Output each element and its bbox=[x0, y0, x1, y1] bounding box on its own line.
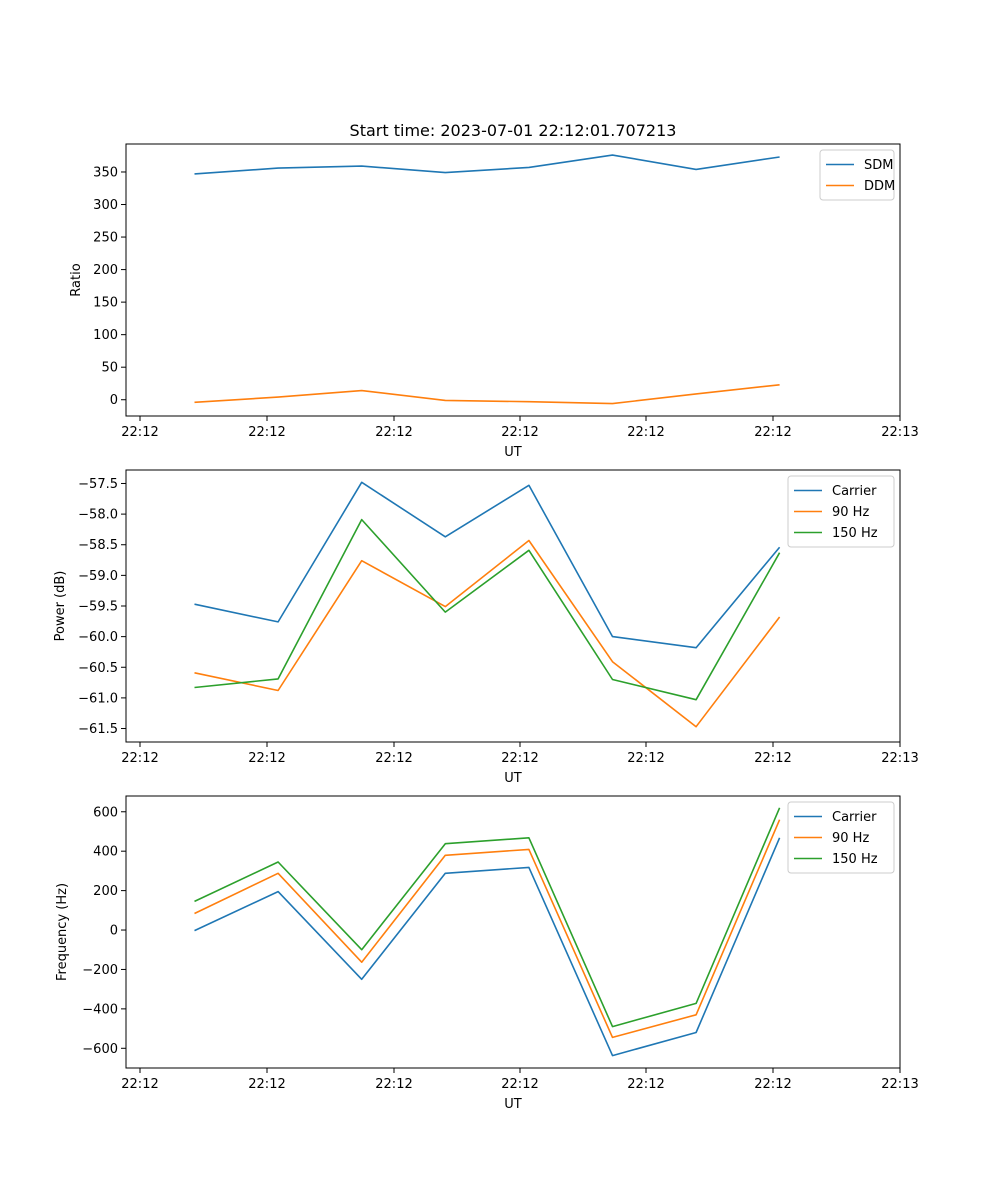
y-tick-label: 200 bbox=[93, 884, 118, 899]
legend: Carrier 90 Hz 150 Hz bbox=[787, 475, 895, 548]
legend-box bbox=[787, 475, 895, 548]
y-axis-label: Ratio bbox=[69, 263, 84, 296]
y-tick-label: 0 bbox=[110, 924, 118, 939]
y-tick-label: −61.0 bbox=[78, 691, 118, 706]
x-tick-label: 22:12 bbox=[121, 751, 158, 766]
x-tick-label: 22:12 bbox=[754, 425, 791, 440]
x-tick-label: 22:12 bbox=[501, 1077, 538, 1092]
x-tick-label: 22:12 bbox=[754, 751, 791, 766]
y-tick-label: 350 bbox=[93, 165, 118, 180]
legend-label: 90 Hz bbox=[832, 505, 869, 520]
power-panel: UT Power (dB) 22:12 22:12 22:12 22:12 22:12 2… bbox=[53, 469, 919, 786]
x-tick-label: 22:12 bbox=[375, 751, 412, 766]
x-tick-label: 22:12 bbox=[375, 1077, 412, 1092]
legend-box bbox=[819, 149, 895, 201]
y-tick-label: −59.0 bbox=[78, 569, 118, 584]
x-tick-label: 22:12 bbox=[248, 751, 285, 766]
y-tick-label: 300 bbox=[93, 198, 118, 213]
y-tick-label: −60.0 bbox=[78, 630, 118, 645]
x-tick-label: 22:12 bbox=[248, 425, 285, 440]
plot-frame bbox=[125, 143, 901, 417]
legend-label: SDM bbox=[864, 158, 893, 173]
y-tick-label: −58.0 bbox=[78, 508, 118, 523]
x-tick-label: 22:12 bbox=[248, 1077, 285, 1092]
series-line-90-hz bbox=[194, 819, 781, 1039]
y-tick-label: −59.5 bbox=[78, 600, 118, 615]
x-tick-label: 22:12 bbox=[627, 1077, 664, 1092]
legend-label: 150 Hz bbox=[832, 526, 878, 541]
y-tick-label: −600 bbox=[82, 1042, 118, 1057]
y-axis-label: Power (dB) bbox=[53, 571, 68, 642]
x-tick-label: 22:12 bbox=[754, 1077, 791, 1092]
x-axis-label: UT bbox=[504, 445, 522, 460]
y-tick-label: −200 bbox=[82, 963, 118, 978]
x-tick-label: 22:12 bbox=[627, 751, 664, 766]
legend-label: 90 Hz bbox=[832, 831, 869, 846]
series-line-150-hz bbox=[194, 518, 781, 701]
x-tick-label: 22:13 bbox=[881, 751, 918, 766]
chart-title: Start time: 2023-07-01 22:12:01.707213 bbox=[350, 121, 677, 140]
y-axis-label: Frequency (Hz) bbox=[55, 883, 70, 981]
x-tick-label: 22:12 bbox=[121, 425, 158, 440]
y-tick-label: 250 bbox=[93, 231, 118, 246]
series-line-carrier bbox=[194, 481, 781, 649]
y-tick-label: −400 bbox=[82, 1002, 118, 1017]
x-tick-label: 22:12 bbox=[501, 751, 538, 766]
frequency-panel: UT Frequency (Hz) 22:12 22:12 22:12 22:12 22… bbox=[55, 795, 919, 1112]
x-tick-label: 22:12 bbox=[121, 1077, 158, 1092]
x-axis-label: UT bbox=[504, 1097, 522, 1112]
x-tick-label: 22:12 bbox=[375, 425, 412, 440]
series-line-carrier bbox=[194, 837, 781, 1057]
legend: Carrier 90 Hz 150 Hz bbox=[787, 801, 895, 874]
series-line-90-hz bbox=[194, 539, 781, 728]
legend-box bbox=[787, 801, 895, 874]
legend-label: 150 Hz bbox=[832, 852, 878, 867]
x-tick-label: 22:12 bbox=[501, 425, 538, 440]
y-tick-label: −58.5 bbox=[78, 538, 118, 553]
series-line-sdm bbox=[194, 154, 780, 175]
x-axis-label: UT bbox=[504, 771, 522, 786]
y-tick-label: 100 bbox=[93, 328, 118, 343]
y-tick-label: 150 bbox=[93, 296, 118, 311]
series-line-150-hz bbox=[194, 807, 781, 1028]
legend-label: Carrier bbox=[832, 810, 877, 825]
y-tick-label: 200 bbox=[93, 263, 118, 278]
x-tick-label: 22:13 bbox=[881, 1077, 918, 1092]
series-line-ddm bbox=[194, 384, 780, 405]
y-tick-label: −57.5 bbox=[78, 477, 118, 492]
plot-frame bbox=[125, 795, 901, 1069]
y-tick-label: −61.5 bbox=[78, 722, 118, 737]
x-tick-label: 22:12 bbox=[627, 425, 664, 440]
x-tick-label: 22:13 bbox=[881, 425, 918, 440]
legend-label: DDM bbox=[864, 179, 895, 194]
y-tick-label: 50 bbox=[101, 361, 118, 376]
legend: SDM DDM bbox=[819, 149, 895, 201]
legend-label: Carrier bbox=[832, 484, 877, 499]
ratio-panel: Start time: 2023-07-01 22:12:01.707213 U… bbox=[69, 121, 919, 460]
y-tick-label: 600 bbox=[93, 805, 118, 820]
y-tick-label: 400 bbox=[93, 845, 118, 860]
y-tick-label: −60.5 bbox=[78, 661, 118, 676]
y-tick-label: 0 bbox=[110, 393, 118, 408]
